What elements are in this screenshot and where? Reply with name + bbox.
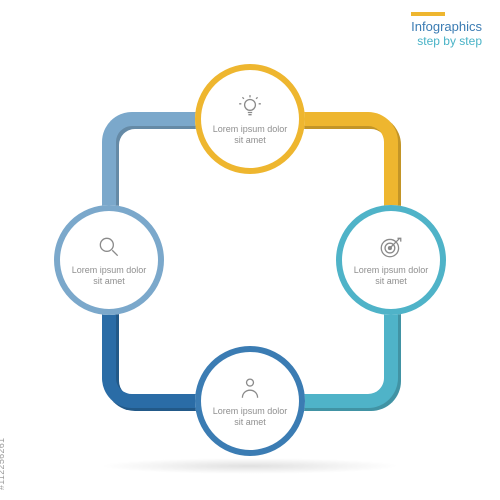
ground-shadow	[100, 458, 400, 474]
watermark: #112256261	[0, 438, 6, 490]
header-subtitle: step by step	[411, 34, 482, 48]
header-title: Infographics	[411, 19, 482, 34]
node-right-ring	[336, 205, 446, 315]
node-right: Lorem ipsum dolor sit amet	[336, 205, 446, 315]
node-top: Lorem ipsum dolor sit amet	[195, 64, 305, 174]
node-top-ring	[195, 64, 305, 174]
cycle-diagram: Lorem ipsum dolor sit amet Lorem ipsum d…	[50, 60, 450, 460]
node-bottom-ring	[195, 346, 305, 456]
node-bottom: Lorem ipsum dolor sit amet	[195, 346, 305, 456]
header: Infographics step by step	[411, 12, 482, 48]
node-left: Lorem ipsum dolor sit amet	[54, 205, 164, 315]
node-left-ring	[54, 205, 164, 315]
header-accent-bar	[411, 12, 445, 16]
